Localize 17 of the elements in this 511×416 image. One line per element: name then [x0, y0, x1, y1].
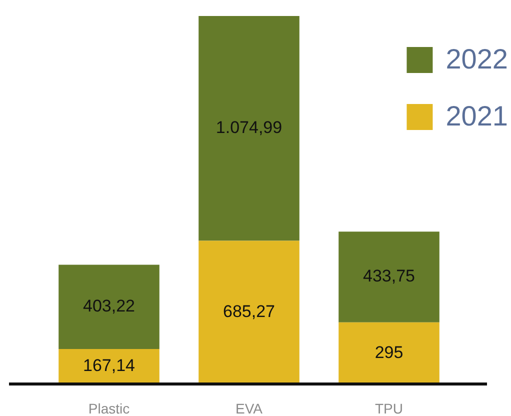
data-label: 403,22	[83, 296, 135, 316]
data-label: 167,14	[83, 356, 135, 376]
x-tick-label: Plastic	[88, 400, 130, 416]
data-label: 685,27	[223, 302, 275, 322]
bar	[338, 322, 440, 384]
data-label: 1.074,99	[216, 118, 282, 138]
x-tick-label: TPU	[375, 400, 403, 416]
data-label: 295	[374, 342, 404, 362]
bar	[58, 264, 160, 350]
bar	[198, 16, 300, 241]
legend-label: 2022	[446, 44, 508, 75]
x-tick-label: EVA	[236, 400, 264, 416]
bar	[58, 349, 160, 384]
bar	[198, 240, 300, 384]
data-label: 433,75	[363, 266, 415, 286]
legend-label: 2021	[446, 100, 508, 132]
bar	[338, 232, 440, 322]
